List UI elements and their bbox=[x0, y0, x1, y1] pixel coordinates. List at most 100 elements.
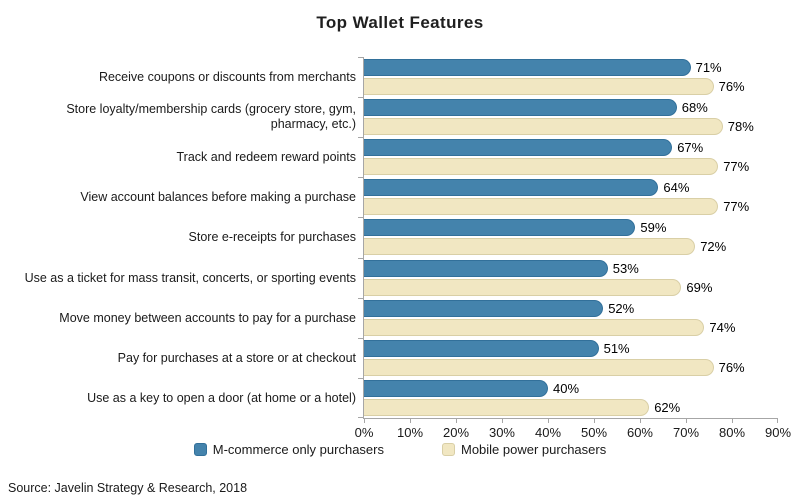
bar-group: 59% bbox=[364, 218, 778, 237]
bar-group: 78% bbox=[364, 117, 778, 136]
bar-group: 71% bbox=[364, 58, 778, 77]
bar-group: 53% bbox=[364, 259, 778, 278]
x-tick-label: 60% bbox=[626, 425, 653, 440]
bar-group: 67% bbox=[364, 138, 778, 157]
category-row: 71% 76% bbox=[364, 57, 778, 97]
bar-mobile-power bbox=[364, 78, 714, 96]
bar-group: 62% bbox=[364, 398, 778, 417]
bar-mcommerce-only bbox=[364, 59, 691, 77]
category-label: Use as a key to open a door (at home or … bbox=[87, 391, 356, 406]
x-tick-label: 70% bbox=[672, 425, 700, 440]
category-row: 64% 77% bbox=[364, 177, 778, 217]
bar-mobile-power bbox=[364, 198, 719, 216]
bar-mobile-power bbox=[364, 318, 705, 336]
x-tick-label: 10% bbox=[396, 425, 424, 440]
x-axis-tick bbox=[594, 419, 595, 423]
bar-mobile-power bbox=[364, 398, 650, 416]
x-axis-tick bbox=[639, 419, 641, 423]
y-axis-tick bbox=[358, 137, 364, 139]
legend-label: Mobile power purchasers bbox=[460, 442, 607, 457]
legend-swatch-mcommerce-only bbox=[193, 443, 207, 456]
x-axis-tick bbox=[547, 419, 549, 423]
value-label: 77% bbox=[723, 159, 750, 175]
bar-mcommerce-only bbox=[364, 299, 604, 317]
y-axis-tick bbox=[358, 417, 364, 418]
y-axis-tick bbox=[358, 257, 364, 259]
x-tick-label: 30% bbox=[488, 425, 515, 440]
x-axis-tick bbox=[409, 419, 411, 423]
x-axis-tick bbox=[686, 419, 687, 423]
y-axis-tick bbox=[358, 297, 364, 299]
category-label: Store loyalty/membership cards (grocery … bbox=[66, 102, 356, 132]
bar-mobile-power bbox=[364, 358, 714, 376]
category-row: 67% 77% bbox=[364, 137, 778, 177]
bar-mobile-power bbox=[364, 158, 719, 176]
value-label: 78% bbox=[727, 119, 754, 135]
bar-group: 77% bbox=[364, 157, 778, 176]
legend-swatch-mobile-power bbox=[441, 443, 455, 456]
bar-mcommerce-only bbox=[364, 179, 659, 197]
x-axis-tick bbox=[364, 419, 365, 423]
x-tick-label: 40% bbox=[534, 425, 562, 440]
y-axis-tick bbox=[358, 377, 364, 379]
value-label: 76% bbox=[718, 79, 745, 95]
value-label: 53% bbox=[612, 260, 639, 276]
bar-group: 52% bbox=[364, 299, 778, 318]
legend-item-mobile-power: Mobile power purchasers bbox=[441, 442, 607, 457]
legend-item-mcommerce-only: M-commerce only purchasers bbox=[193, 442, 384, 457]
bar-group: 76% bbox=[364, 77, 778, 96]
value-label: 76% bbox=[718, 359, 745, 375]
value-label: 59% bbox=[640, 220, 667, 236]
category-label: Move money between accounts to pay for a… bbox=[59, 310, 356, 325]
value-label: 69% bbox=[686, 279, 713, 295]
value-label: 51% bbox=[603, 340, 630, 356]
bar-group: 72% bbox=[364, 237, 778, 256]
x-axis-tick bbox=[501, 419, 503, 423]
value-label: 52% bbox=[608, 300, 635, 316]
category-row: 40% 62% bbox=[364, 378, 778, 418]
legend: M-commerce only purchasers Mobile power p… bbox=[0, 442, 800, 457]
x-axis-tick bbox=[731, 419, 733, 423]
x-tick-label: 80% bbox=[718, 425, 746, 440]
bar-group: 76% bbox=[364, 358, 778, 377]
bar-group: 64% bbox=[364, 178, 778, 197]
bar-mobile-power bbox=[364, 278, 682, 296]
value-label: 62% bbox=[654, 399, 681, 415]
bar-group: 74% bbox=[364, 318, 778, 337]
bar-group: 51% bbox=[364, 339, 778, 358]
y-axis-tick bbox=[358, 177, 364, 179]
bar-mcommerce-only bbox=[364, 139, 673, 157]
chart-body: Receive coupons or discounts from mercha… bbox=[0, 57, 791, 440]
x-tick-label: 0% bbox=[354, 425, 374, 440]
category-label: Receive coupons or discounts from mercha… bbox=[98, 69, 356, 84]
plot-area: 71% 76% 68% 78% 67% 77% 64% 77% 59% 72% 53% 69% 52% 7… bbox=[355, 57, 791, 440]
value-label: 67% bbox=[677, 140, 704, 156]
bar-mcommerce-only bbox=[364, 259, 608, 277]
category-label: Store e-receipts for purchases bbox=[188, 230, 356, 245]
value-label: 68% bbox=[681, 100, 708, 116]
bar-mcommerce-only bbox=[364, 219, 636, 237]
bar-group: 68% bbox=[364, 98, 778, 117]
bar-mobile-power bbox=[364, 118, 723, 136]
y-axis-tick bbox=[358, 337, 364, 339]
category-row: 68% 78% bbox=[364, 97, 778, 137]
bar-group: 77% bbox=[364, 197, 778, 216]
value-label: 64% bbox=[663, 180, 690, 196]
value-label: 71% bbox=[695, 60, 722, 76]
bar-group: 69% bbox=[364, 278, 778, 297]
category-row: 52% 74% bbox=[364, 298, 778, 338]
value-label: 77% bbox=[723, 199, 750, 215]
x-axis-tick bbox=[777, 419, 778, 423]
category-label: Pay for purchases at a store or at check… bbox=[117, 351, 356, 366]
category-row: 53% 69% bbox=[364, 258, 778, 298]
value-label: 72% bbox=[700, 239, 727, 255]
bar-mcommerce-only bbox=[364, 339, 599, 357]
category-label: View account balances before making a pu… bbox=[80, 190, 356, 205]
y-axis-tick bbox=[358, 57, 364, 58]
bar-group: 40% bbox=[364, 379, 778, 398]
bar-mcommerce-only bbox=[364, 379, 548, 397]
y-axis-tick bbox=[358, 97, 364, 99]
chart-title: Top Wallet Features bbox=[316, 13, 484, 32]
bar-mobile-power bbox=[364, 238, 696, 256]
